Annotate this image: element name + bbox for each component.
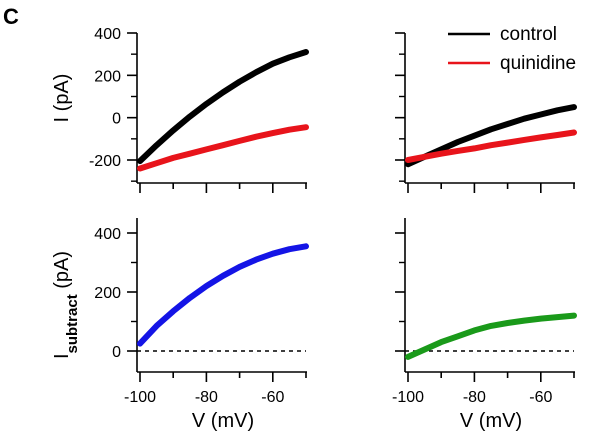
bottom-left-y-tick-label: 0 [112, 344, 121, 361]
top-left-y-tick-label: 0 [112, 111, 121, 128]
bottom-right-x-axis-title: V (mV) [460, 410, 522, 432]
bottom-left-y-axis-title-suffix: (pA) [51, 251, 73, 294]
bottom-left-x-tick-label: -60 [261, 389, 284, 406]
top-left-series-control-line [137, 49, 309, 165]
top-left-series-quinidine-line [137, 124, 309, 172]
bottom-right-x-tick-label: -100 [392, 389, 424, 406]
top-left-y-tick-label: 200 [94, 68, 121, 85]
top-right-series-quinidine-line [405, 129, 577, 163]
legend-label-quinidine: quinidine [500, 53, 576, 74]
top-left-y-tick-label: -200 [89, 153, 121, 170]
bottom-left-y-axis-title: Isubtract (pA) [51, 251, 81, 359]
bottom-right-x-tick-label: -60 [529, 389, 552, 406]
bottom-left-x-tick-label: -100 [124, 389, 156, 406]
bottom-right-series-trace-line [405, 312, 577, 360]
top-left-y-axis-title: I (pA) [51, 74, 73, 123]
panel-label: C [3, 4, 19, 29]
bottom-left-y-tick-label: 200 [94, 285, 121, 302]
bottom-left-series-trace-line [137, 243, 309, 347]
bottom-left-x-axis-title: V (mV) [192, 410, 254, 432]
bottom-left-y-axis-title-subscript: subtract [64, 294, 81, 353]
bottom-right-x-tick-label: -80 [463, 389, 486, 406]
legend-label-control: control [500, 24, 557, 45]
top-left-y-tick-label: 400 [94, 26, 121, 43]
bottom-left-x-tick-label: -80 [195, 389, 218, 406]
bottom-left-y-tick-label: 400 [94, 226, 121, 243]
